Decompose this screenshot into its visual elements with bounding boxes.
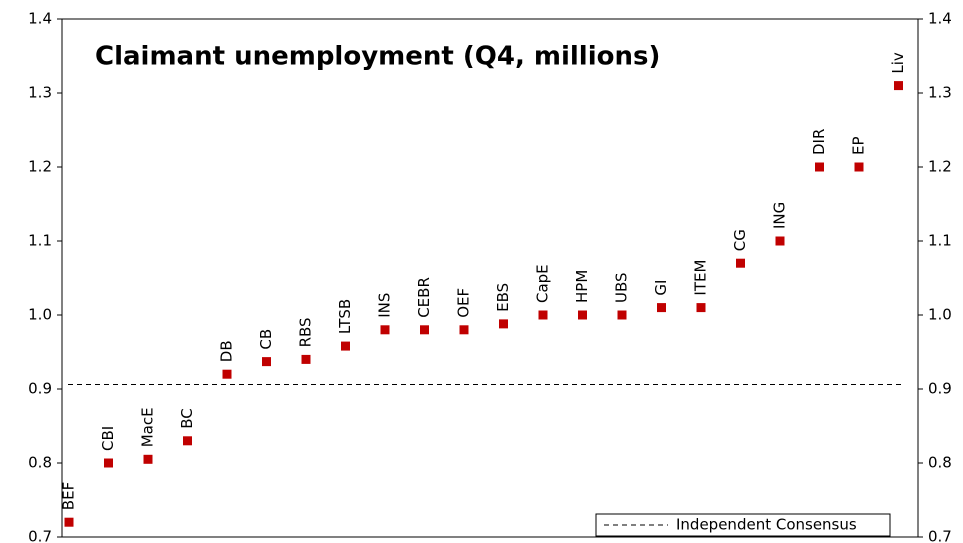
point-label: ITEM: [692, 260, 710, 296]
y2-tick-label: 1.3: [928, 84, 952, 102]
y2-tick-label: 0.8: [928, 454, 952, 472]
marker: [222, 369, 232, 379]
point-label: LTSB: [336, 299, 354, 334]
point-label: HPM: [573, 270, 591, 303]
y-tick-label: 1.1: [28, 232, 52, 250]
y2-tick-label: 1.2: [928, 158, 952, 176]
marker: [578, 310, 587, 320]
point-label: EP: [850, 136, 868, 155]
marker: [854, 162, 864, 172]
marker: [143, 454, 153, 464]
marker: [696, 303, 706, 313]
y2-tick-label: 1.0: [928, 306, 952, 324]
plot-frame: [61, 18, 919, 538]
marker: [815, 162, 824, 172]
y2-tick-label: 1.1: [928, 232, 952, 250]
marker: [499, 319, 508, 329]
point-label: INS: [376, 293, 394, 318]
y-tick-label: 0.9: [28, 380, 52, 398]
point-label: BC: [178, 408, 196, 429]
point-label: DB: [218, 340, 236, 362]
point-label: GI: [652, 280, 670, 296]
point-label: Liv: [889, 52, 907, 74]
y-tick-label: 0.8: [28, 454, 52, 472]
y-tick-label: 1.2: [28, 158, 52, 176]
marker: [420, 325, 429, 335]
y2-tick-label: 1.4: [928, 10, 952, 28]
point-label: EBS: [494, 283, 512, 312]
marker: [301, 354, 311, 364]
point-label: CB: [257, 329, 275, 350]
point-label: CBI: [99, 426, 117, 451]
point-label: DIR: [810, 129, 828, 155]
marker: [894, 81, 903, 91]
point-label: UBS: [613, 272, 631, 303]
marker: [104, 458, 113, 468]
marker: [262, 357, 271, 367]
point-label: CapE: [534, 264, 552, 303]
y2-tick-label: 0.7: [928, 528, 952, 543]
marker: [538, 310, 548, 320]
point-label: ING: [771, 202, 789, 229]
point-label: OEF: [455, 288, 473, 318]
chart-title: Claimant unemployment (Q4, millions): [95, 42, 660, 72]
marker: [64, 517, 74, 527]
point-label: RBS: [297, 317, 315, 347]
marker: [341, 341, 350, 351]
point-label: CEBR: [415, 277, 433, 318]
point-label: CG: [731, 229, 749, 251]
marker: [617, 310, 627, 320]
y2-tick-label: 0.9: [928, 380, 952, 398]
point-label: MacE: [139, 407, 157, 447]
marker: [380, 325, 390, 335]
legend-label: Independent Consensus: [676, 516, 857, 534]
y-tick-label: 0.7: [28, 528, 52, 543]
point-label: BEF: [60, 482, 78, 510]
marker: [459, 325, 469, 335]
y-tick-label: 1.0: [28, 306, 52, 324]
marker: [183, 436, 192, 446]
marker: [775, 236, 785, 246]
y-tick-label: 1.4: [28, 10, 52, 28]
y-tick-label: 1.3: [28, 84, 52, 102]
marker: [736, 258, 745, 268]
marker: [657, 303, 666, 313]
legend-box: [595, 513, 891, 537]
